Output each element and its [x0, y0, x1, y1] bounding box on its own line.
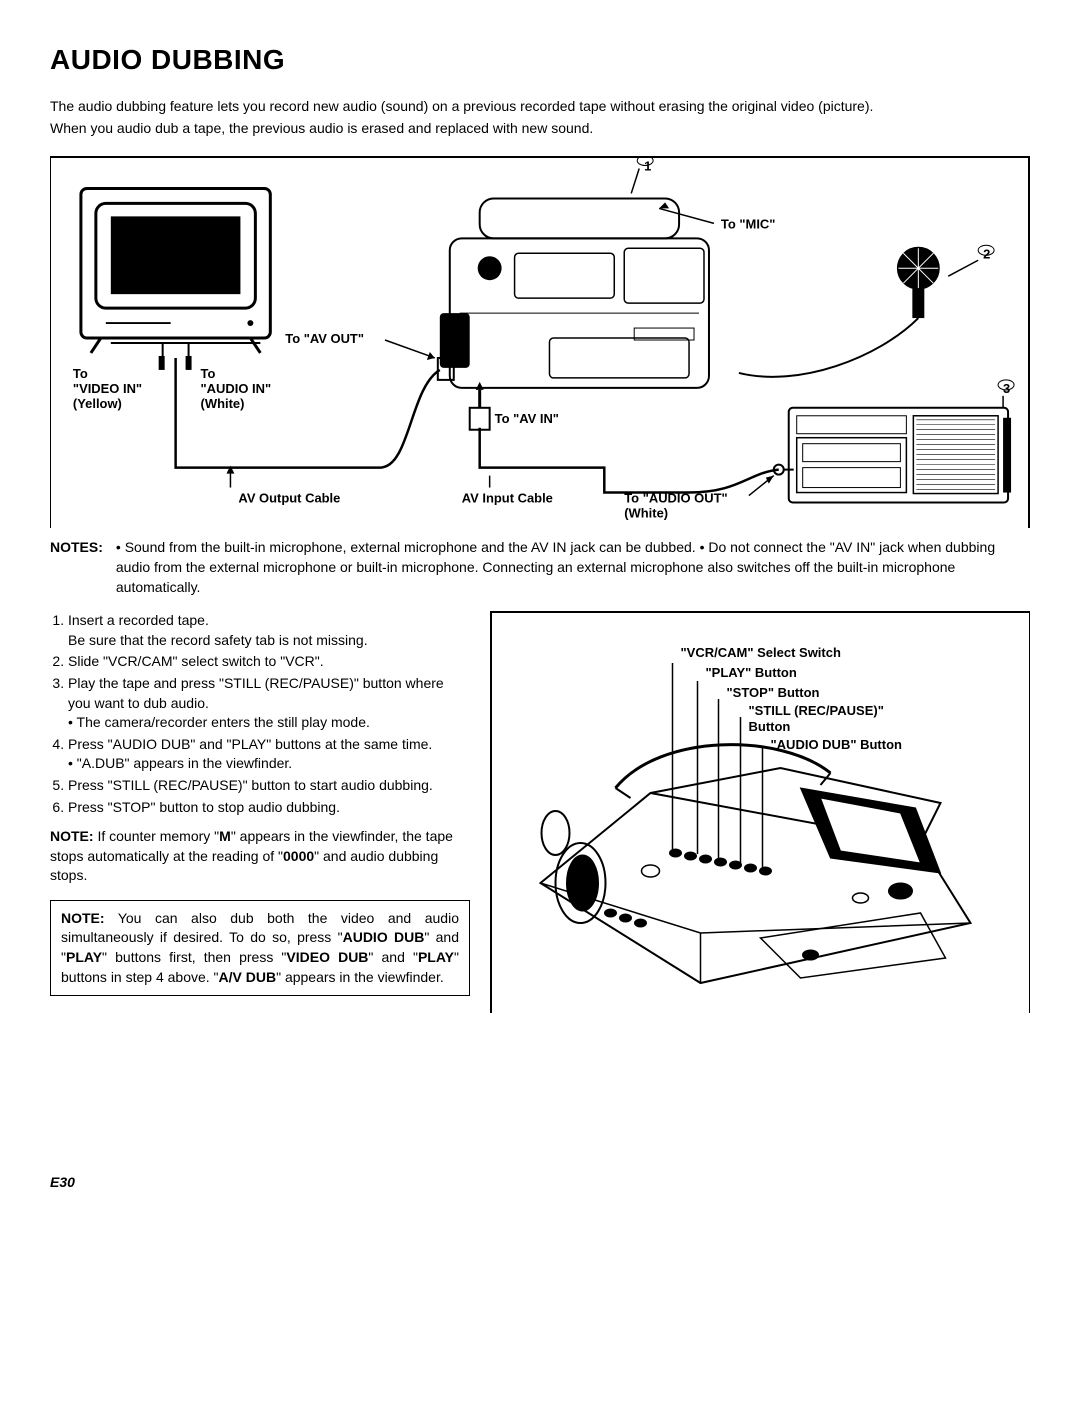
av-dub-note-box: NOTE: You can also dub both the video an… [50, 900, 470, 996]
page-number: E30 [50, 1173, 1030, 1193]
counter-note: NOTE: If counter memory "M" appears in t… [50, 827, 470, 886]
label-vcr-cam: "VCR/CAM" Select Switch [681, 645, 841, 660]
button-diagram-svg: "VCR/CAM" Select Switch "PLAY" Button "S… [492, 613, 1029, 1013]
intro-line-1: The audio dubbing feature lets you recor… [50, 97, 1030, 117]
page-title: AUDIO DUBBING [50, 40, 1030, 79]
notes-block: NOTES: Sound from the built-in microphon… [50, 538, 1030, 597]
steps-column: Insert a recorded tape. Be sure that the… [50, 611, 470, 1013]
svg-text:(White): (White) [624, 506, 668, 521]
svg-text:To "AUDIO OUT": To "AUDIO OUT" [624, 491, 727, 506]
counter-note-text: If counter memory "M" appears in the vie… [50, 828, 453, 883]
label-play: "PLAY" Button [706, 665, 797, 680]
button-diagram: "VCR/CAM" Select Switch "PLAY" Button "S… [490, 611, 1030, 1013]
notes-bullet-1: Sound from the built-in microphone, exte… [116, 539, 696, 555]
step-6: Press "STOP" button to stop audio dubbin… [68, 798, 470, 818]
svg-text:To: To [73, 366, 88, 381]
svg-text:"AUDIO IN": "AUDIO IN" [201, 381, 272, 396]
intro-line-2: When you audio dub a tape, the previous … [50, 119, 1030, 139]
label-to-mic: To "MIC" [721, 217, 776, 232]
intro-text: The audio dubbing feature lets you recor… [50, 97, 1030, 138]
step-3-sub: The camera/recorder enters the still pla… [68, 713, 470, 733]
step-4-sub: "A.DUB" appears in the viewfinder. [68, 754, 470, 774]
svg-text:To "AV OUT": To "AV OUT" [285, 331, 364, 346]
svg-text:3: 3 [1003, 381, 1010, 396]
svg-text:AV Input Cable: AV Input Cable [462, 491, 553, 506]
step-1-sub: Be sure that the record safety tab is no… [68, 631, 470, 651]
steps-list: Insert a recorded tape. Be sure that the… [50, 611, 470, 817]
notes-lead: NOTES: [50, 538, 112, 558]
svg-text:"VIDEO IN": "VIDEO IN" [73, 381, 142, 396]
label-audio-dub: "AUDIO DUB" Button [771, 737, 903, 752]
step-4: Press "AUDIO DUB" and "PLAY" buttons at … [68, 735, 470, 774]
label-stop: "STOP" Button [727, 685, 820, 700]
step-1: Insert a recorded tape. Be sure that the… [68, 611, 470, 650]
svg-text:To "AV IN": To "AV IN" [495, 411, 559, 426]
svg-text:(White): (White) [201, 396, 245, 411]
svg-text:Button: Button [749, 719, 791, 734]
step-3: Play the tape and press "STILL (REC/PAUS… [68, 674, 470, 733]
step-2: Slide "VCR/CAM" select switch to "VCR". [68, 652, 470, 672]
label-still: "STILL (REC/PAUSE)" [749, 703, 884, 718]
connection-diagram: 1 To "MIC" 2 [50, 156, 1030, 528]
svg-text:To: To [201, 366, 216, 381]
svg-text:AV Output Cable: AV Output Cable [238, 491, 340, 506]
svg-text:2: 2 [983, 247, 990, 262]
connection-diagram-svg: 1 To "MIC" 2 [51, 158, 1028, 528]
svg-text:(Yellow): (Yellow) [73, 396, 122, 411]
step-5: Press "STILL (REC/PAUSE)" button to star… [68, 776, 470, 796]
